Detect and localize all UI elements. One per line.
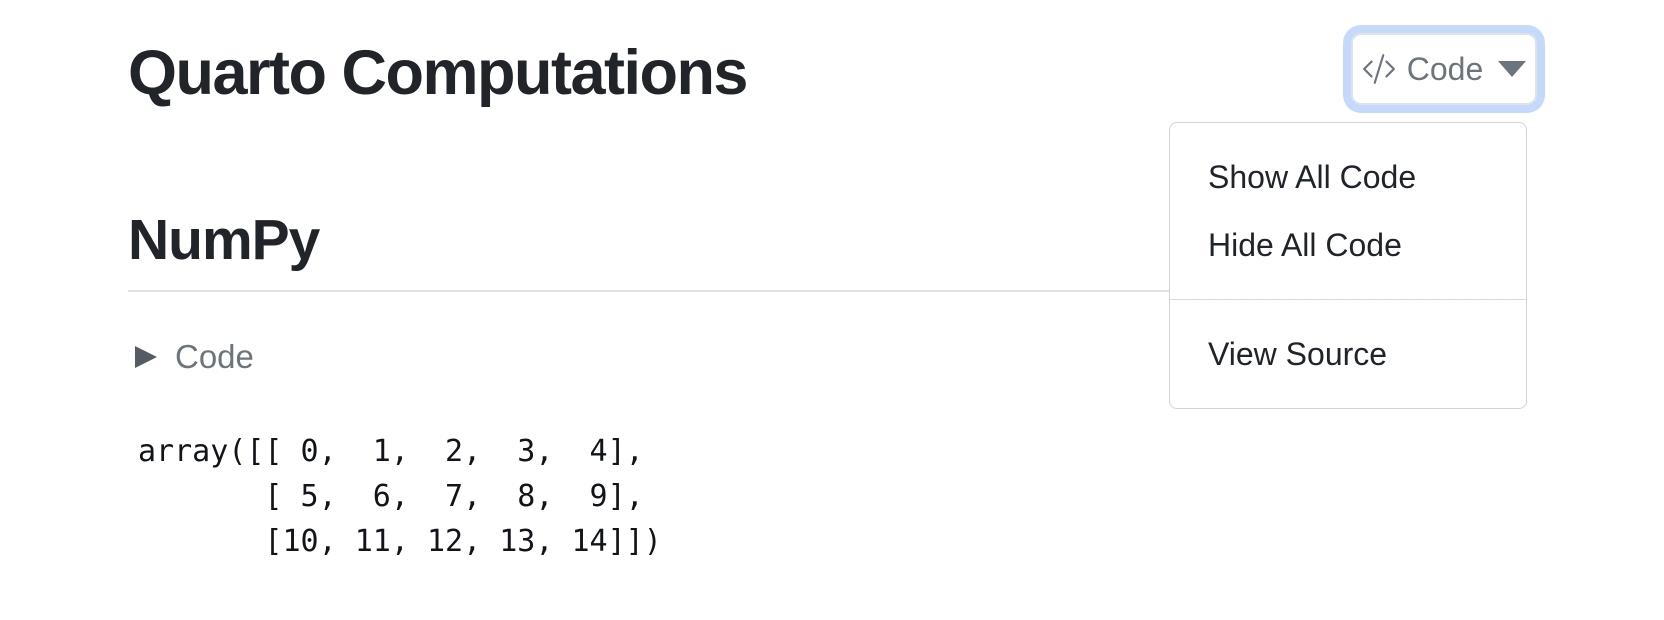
menu-divider xyxy=(1170,299,1526,300)
triangle-right-icon xyxy=(135,346,157,368)
menu-item-view-source[interactable]: View Source xyxy=(1208,336,1388,372)
code-fold-summary[interactable]: Code xyxy=(135,333,254,381)
output-line: [ 5, 6, 7, 8, 9], xyxy=(138,479,644,514)
caret-down-icon xyxy=(1498,61,1527,77)
cell-output: array([[ 0, 1, 2, 3, 4], [ 5, 6, 7, 8, 9… xyxy=(138,429,662,564)
output-line: [10, 11, 12, 13, 14]]) xyxy=(138,524,662,559)
page-title: Quarto Computations xyxy=(128,38,748,108)
code-tools-button-label: Code xyxy=(1406,51,1484,87)
section-heading-numpy: NumPy xyxy=(128,211,1527,292)
code-tools-dropdown-menu: Show All Code Hide All Code View Source xyxy=(1169,122,1527,409)
code-tools-button[interactable]: Code xyxy=(1351,33,1537,105)
code-slash-icon xyxy=(1362,54,1395,84)
menu-item-hide-all-code[interactable]: Hide All Code xyxy=(1208,227,1402,263)
menu-item-show-all-code[interactable]: Show All Code xyxy=(1208,159,1417,195)
output-line: array([[ 0, 1, 2, 3, 4], xyxy=(138,434,644,469)
code-fold-label: Code xyxy=(175,338,254,375)
